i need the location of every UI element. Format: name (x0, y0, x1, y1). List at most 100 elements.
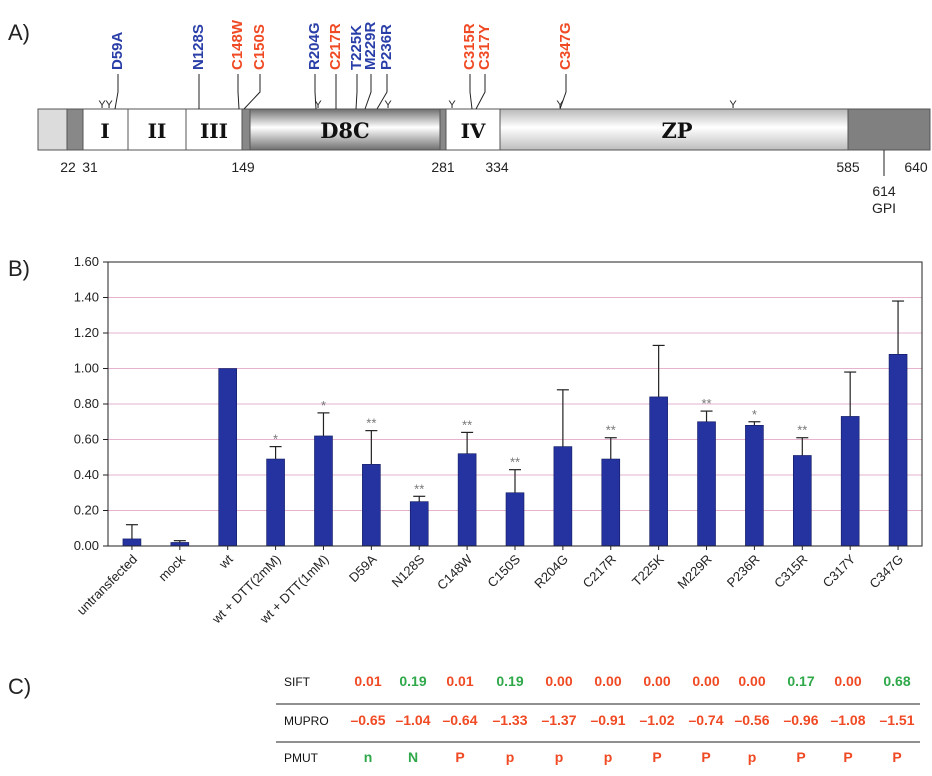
table-rows: SIFT 0.01 0.19 0.01 0.19 0.00 0.00 0.00 0.00 0.00… (284, 673, 915, 765)
significance-mark: * (321, 398, 326, 413)
bar-r204g (553, 446, 573, 547)
mutation-line (364, 74, 372, 110)
bar-c317y (840, 416, 860, 547)
mutation-label: C347G (557, 22, 574, 70)
significance-mark: ** (462, 417, 472, 432)
x-tick-label: mock (155, 551, 188, 584)
significance-mark: * (273, 432, 278, 447)
mutation-label: C150S (251, 24, 268, 70)
glycosylation-icon: Y (98, 99, 106, 111)
domain-label-iii: III (200, 119, 228, 143)
mutation-label: T225K (348, 25, 365, 70)
x-tick-label: M229R (674, 552, 714, 592)
mutation-line (559, 74, 567, 110)
table-cell: P (701, 749, 710, 765)
x-tick-label: untransfected (74, 552, 140, 618)
x-tick-label: D59A (346, 551, 380, 585)
domain-ii (127, 108, 187, 151)
panel-c-prediction-table: C) SIFT 0.01 0.19 0.01 0.19 0.00 0.00 0.00 0.00 0… (8, 673, 920, 765)
domain-label-ii: II (148, 119, 167, 143)
mutation-label: C317Y (476, 24, 493, 70)
table-cell: 0.01 (354, 673, 381, 689)
mutation-line (469, 74, 473, 110)
glycosylation-sites: Y Y Y Y Y Y Y (98, 99, 737, 111)
bar-wt-dtt-1mm- (314, 435, 333, 547)
gpi-label: GPI (872, 200, 896, 216)
y-tick-label: 0.20 (74, 503, 99, 518)
position-585: 585 (836, 159, 860, 175)
table-cell: P (843, 749, 852, 765)
bar-wt (218, 368, 238, 547)
glycosylation-icon: Y (448, 99, 456, 111)
table-cell: –0.56 (734, 712, 769, 728)
domain-iv (445, 108, 501, 151)
position-640: 640 (904, 159, 928, 175)
x-tick-label: T225K (629, 551, 667, 589)
table-cell: 0.00 (692, 673, 719, 689)
mutation-label: D59A (109, 31, 126, 70)
x-tick-label: C217R (580, 552, 619, 591)
glycosylation-icon: Y (314, 99, 322, 111)
table-cell: 0.00 (834, 673, 861, 689)
row-label-sift: SIFT (284, 675, 311, 689)
table-cell: 0.00 (643, 673, 670, 689)
mutation-label: M229R (362, 21, 379, 70)
mutation-label: R204G (306, 22, 323, 70)
plot-frame (107, 261, 923, 547)
mutation-line (243, 74, 261, 110)
table-cell: p (748, 749, 757, 765)
table-cell: N (408, 749, 418, 765)
glycosylation-icon: Y (105, 99, 113, 111)
y-tick-label: 1.00 (74, 361, 99, 376)
mutation-label: C148W (229, 19, 246, 70)
table-cell: –0.91 (590, 712, 625, 728)
table-cell: –1.02 (639, 712, 674, 728)
table-cell: –1.51 (879, 712, 914, 728)
glycosylation-icon: Y (729, 99, 737, 111)
mutation-label: N128S (190, 24, 207, 70)
table-cell: 0.68 (883, 673, 910, 689)
table-cell: p (555, 749, 564, 765)
panel-b-letter: B) (8, 256, 30, 281)
domain-label-d8c: D8C (320, 118, 370, 143)
bar-untransfected (122, 538, 142, 547)
table-cell: –0.64 (442, 712, 477, 728)
table-cell: 0.17 (787, 673, 814, 689)
x-tick-label: R204G (531, 552, 571, 592)
x-tick-label: N128S (389, 551, 428, 590)
gpi-position: 614 (872, 183, 896, 199)
domain-label-iv: IV (461, 119, 486, 143)
table-cell: 0.00 (738, 673, 765, 689)
domain-zp (499, 108, 849, 151)
position-149: 149 (231, 159, 255, 175)
panel-c-letter: C) (8, 674, 31, 699)
bar-c217r (601, 458, 621, 547)
mutation-label: C217R (327, 23, 344, 70)
table-cell: P (455, 749, 464, 765)
table-cell: P (796, 749, 805, 765)
significance-mark: ** (510, 455, 520, 470)
c-terminal-segment (847, 108, 931, 151)
x-tick-label: P236R (724, 552, 763, 591)
table-cell: 0.00 (545, 673, 572, 689)
x-tick-label: wt (215, 551, 236, 572)
bar-c347g (888, 353, 908, 547)
table-cell: –0.74 (688, 712, 723, 728)
significance-mark: ** (797, 423, 807, 438)
row-label-pmut: PMUT (284, 751, 319, 765)
table-cell: –1.33 (492, 712, 527, 728)
table-cell: P (892, 749, 901, 765)
y-tick-label: 1.60 (74, 254, 99, 269)
domain-d8c (249, 108, 441, 151)
bar-n128s (409, 501, 429, 547)
table-cell: 0.00 (594, 673, 621, 689)
y-axis-ticks: 0.00 0.20 0.40 0.60 0.80 1.00 1.20 1.40 1.60 (74, 254, 108, 553)
table-cell: –0.65 (350, 712, 385, 728)
bar-mock (170, 542, 190, 547)
table-cell: –1.08 (830, 712, 865, 728)
position-22: 22 (60, 159, 76, 175)
mutation-label: P236R (378, 24, 395, 70)
y-tick-label: 0.40 (74, 467, 99, 482)
